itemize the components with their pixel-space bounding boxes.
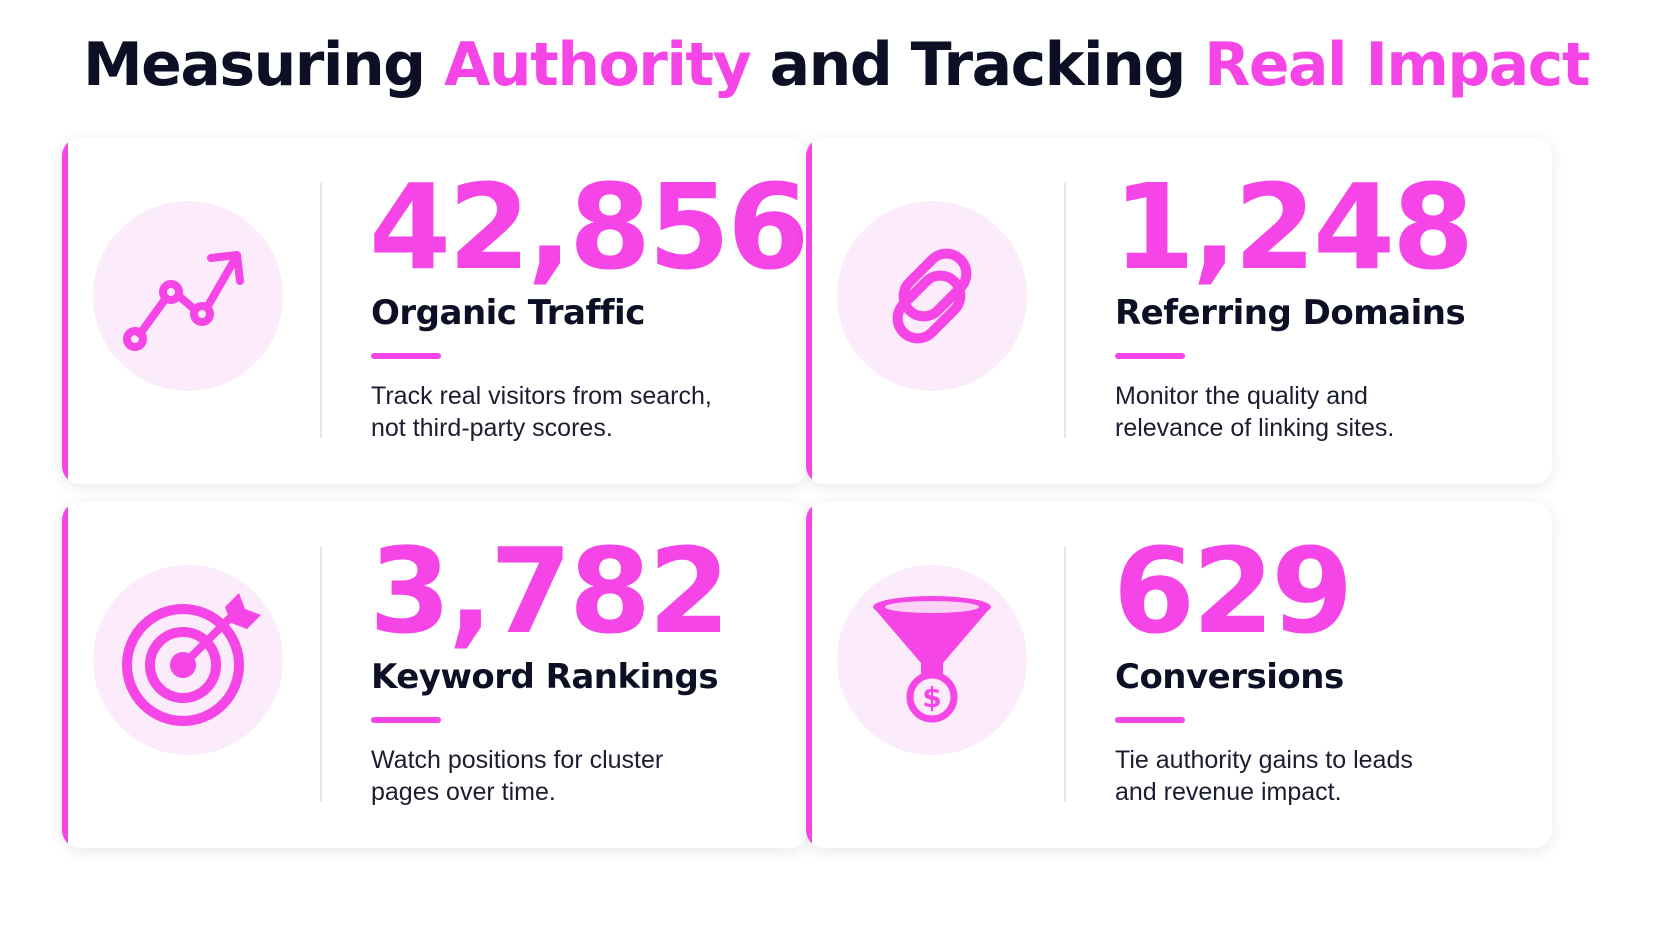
page-title: Measuring Authority and Tracking Real Im… [0, 30, 1672, 100]
icon-circle [93, 565, 283, 755]
description-line: Track real visitors from search, [371, 382, 712, 410]
description-line: relevance of linking sites. [1115, 414, 1395, 442]
label-underline [1115, 717, 1185, 723]
svg-text:$: $ [922, 681, 941, 714]
icon-circle [837, 201, 1027, 391]
icon-circle: $ [837, 565, 1027, 755]
trend-up-icon [123, 251, 244, 351]
link-chain-icon [892, 248, 972, 344]
title-part-1: Measuring [82, 30, 426, 100]
card-divider [1064, 183, 1066, 438]
title-part-2: Authority [444, 30, 752, 100]
card-accent-bar [62, 138, 68, 484]
metric-description: Watch positions for cluster pages over t… [371, 744, 771, 808]
description-line: Tie authority gains to leads [1115, 746, 1413, 774]
card-divider [1064, 547, 1066, 802]
title-part-4: Real Impact [1204, 30, 1590, 100]
description-line: pages over time. [371, 778, 556, 806]
card-accent-bar [806, 138, 812, 484]
metric-description: Monitor the quality and relevance of lin… [1115, 380, 1515, 444]
target-icon [122, 593, 261, 726]
description-line: and revenue impact. [1115, 778, 1342, 806]
label-underline [1115, 353, 1185, 359]
metric-card-keyword-rankings: 3,782 Keyword Rankings Watch positions f… [62, 502, 808, 848]
metric-description: Track real visitors from search, not thi… [371, 380, 771, 444]
card-divider [320, 183, 322, 438]
metric-card-organic-traffic: 42,856 Organic Traffic Track real visito… [62, 138, 808, 484]
card-divider [320, 547, 322, 802]
card-accent-bar [62, 502, 68, 848]
description-line: Monitor the quality and [1115, 382, 1368, 410]
metric-label: Keyword Rankings [371, 657, 719, 697]
label-underline [371, 717, 441, 723]
metric-label: Organic Traffic [371, 293, 645, 333]
metric-value: 1,248 [1113, 158, 1474, 296]
funnel-dollar-icon: $ [873, 596, 991, 723]
label-underline [371, 353, 441, 359]
icon-circle [93, 201, 283, 391]
metric-description: Tie authority gains to leads and revenue… [1115, 744, 1515, 808]
metric-card-conversions: $ 629 Conversions Tie authority gains to… [806, 502, 1552, 848]
card-accent-bar [806, 502, 812, 848]
title-part-3: and Tracking [769, 30, 1187, 100]
metric-label: Referring Domains [1115, 293, 1466, 333]
description-line: Watch positions for cluster [371, 746, 664, 774]
metric-value: 42,856 [369, 158, 808, 296]
metric-value: 629 [1113, 522, 1353, 660]
metric-value: 3,782 [369, 522, 730, 660]
metric-card-referring-domains: 1,248 Referring Domains Monitor the qual… [806, 138, 1552, 484]
description-line: not third-party scores. [371, 414, 613, 442]
metric-label: Conversions [1115, 657, 1344, 697]
